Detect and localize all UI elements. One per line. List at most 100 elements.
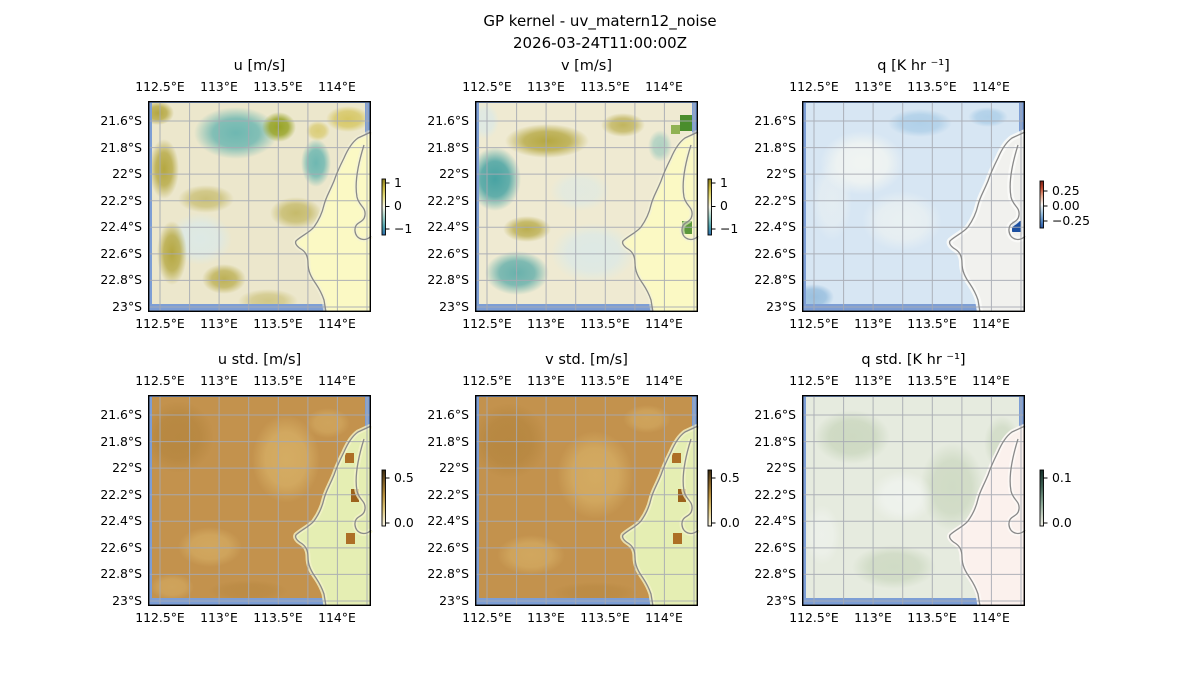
lat-tick-label: 22.2°S bbox=[427, 486, 469, 502]
panel-v-overlay: v [m/s] 112.5°E 113°E 113.5°E 114°E 112.5°E… bbox=[427, 58, 698, 331]
lon-tick-label: 112.5°E bbox=[789, 316, 839, 331]
panel-u-std-overlay: u std. [m/s] 112.5°E 113°E 113.5°E 114°E 11… bbox=[100, 352, 371, 625]
lat-tick-label: 22.6°S bbox=[100, 539, 142, 555]
lon-tick-label: 114°E bbox=[972, 610, 1010, 625]
lon-tick-label: 113°E bbox=[854, 79, 892, 94]
lon-tick-label: 113.5°E bbox=[580, 79, 630, 94]
lon-tick-label: 112.5°E bbox=[462, 79, 512, 94]
colorbar-tick-label: 1 bbox=[394, 175, 402, 190]
lat-tick-label: 22.2°S bbox=[754, 192, 796, 208]
lon-tick-label: 113°E bbox=[854, 316, 892, 331]
colorbar-tick-label: 0.0 bbox=[720, 515, 740, 530]
lon-tick-label: 113°E bbox=[527, 610, 565, 625]
lat-tick-label: 22.8°S bbox=[100, 566, 142, 582]
lon-tick-label: 114°E bbox=[318, 316, 356, 331]
lon-tick-label: 112.5°E bbox=[462, 610, 512, 625]
lon-tick-label: 112.5°E bbox=[462, 373, 512, 388]
lat-tick-label: 22.6°S bbox=[754, 245, 796, 261]
lon-tick-label: 112.5°E bbox=[135, 610, 185, 625]
lat-tick-label: 22.2°S bbox=[754, 486, 796, 502]
lat-tick-label: 22°S bbox=[766, 460, 796, 476]
lon-tick-label: 112.5°E bbox=[789, 79, 839, 94]
colorbar-tick-label: −0.25 bbox=[1052, 213, 1090, 228]
lon-tick-label: 113°E bbox=[527, 79, 565, 94]
lon-tick-label: 112.5°E bbox=[462, 316, 512, 331]
figure-suptitle-line1: GP kernel - uv_matern12_noise bbox=[483, 12, 717, 30]
colorbar-tick-label: 0.0 bbox=[394, 515, 414, 530]
lon-tick-label: 114°E bbox=[972, 79, 1010, 94]
panel-v-title: v [m/s] bbox=[560, 58, 613, 74]
map-panel-u-std bbox=[147, 395, 371, 606]
lon-tick-label: 113.5°E bbox=[253, 373, 303, 388]
lat-tick-label: 23°S bbox=[766, 299, 796, 314]
panel-v-std-title: v std. [m/s] bbox=[545, 352, 628, 368]
colorbar-q bbox=[1039, 180, 1048, 229]
colorbar-tick-label: −1 bbox=[720, 221, 739, 236]
lat-tick-label: 23°S bbox=[439, 593, 469, 608]
lon-tick-label: 113°E bbox=[200, 316, 238, 331]
lat-tick-label: 21.8°S bbox=[100, 433, 142, 449]
colorbar-tick-label: 0 bbox=[720, 198, 728, 213]
lat-tick-label: 22.2°S bbox=[100, 192, 142, 208]
lon-tick-label: 114°E bbox=[318, 79, 356, 94]
lon-tick-label: 113.5°E bbox=[253, 316, 303, 331]
colorbar-u-std bbox=[381, 469, 390, 527]
lon-tick-label: 112.5°E bbox=[135, 316, 185, 331]
colorbar-u bbox=[381, 178, 390, 236]
lat-tick-label: 21.8°S bbox=[754, 433, 796, 449]
lat-tick-label: 22.4°S bbox=[754, 219, 796, 235]
lon-tick-label: 112.5°E bbox=[135, 79, 185, 94]
lat-tick-label: 22°S bbox=[112, 460, 142, 476]
lat-tick-label: 22.8°S bbox=[100, 272, 142, 288]
lat-tick-label: 21.6°S bbox=[100, 113, 142, 128]
lat-tick-label: 21.6°S bbox=[427, 113, 469, 128]
lat-tick-label: 21.8°S bbox=[754, 139, 796, 155]
colorbar-v-std bbox=[707, 469, 716, 527]
lat-tick-label: 22.4°S bbox=[100, 219, 142, 235]
colorbar-v bbox=[707, 178, 716, 236]
lon-tick-label: 113°E bbox=[200, 610, 238, 625]
colorbar-tick-label: 0.5 bbox=[394, 470, 414, 485]
lon-tick-label: 113°E bbox=[200, 373, 238, 388]
lat-tick-label: 22.4°S bbox=[427, 513, 469, 529]
colorbar-tick-label: 0.25 bbox=[1052, 183, 1080, 198]
panel-v-std-overlay: v std. [m/s] 112.5°E 113°E 113.5°E 114°E 11… bbox=[427, 352, 698, 625]
lon-tick-label: 113.5°E bbox=[253, 610, 303, 625]
colorbar-tick-label: 0 bbox=[394, 198, 402, 213]
lon-tick-label: 113.5°E bbox=[907, 316, 957, 331]
lon-tick-label: 112.5°E bbox=[789, 610, 839, 625]
map-panel-v-std bbox=[475, 395, 698, 606]
colorbar-q-std bbox=[1039, 469, 1048, 527]
lat-tick-label: 21.6°S bbox=[754, 113, 796, 128]
map-panel-q-std bbox=[802, 395, 1025, 606]
lon-tick-label: 113°E bbox=[854, 373, 892, 388]
lat-tick-label: 21.6°S bbox=[427, 407, 469, 422]
lat-tick-label: 22.6°S bbox=[427, 245, 469, 261]
lon-tick-label: 113.5°E bbox=[580, 373, 630, 388]
lat-tick-label: 22°S bbox=[439, 460, 469, 476]
lat-tick-label: 22.6°S bbox=[754, 539, 796, 555]
colorbar-tick-label: 0.1 bbox=[1052, 470, 1072, 485]
colorbar-tick-label: −1 bbox=[394, 221, 413, 236]
lat-tick-label: 21.6°S bbox=[100, 407, 142, 422]
lon-tick-label: 113°E bbox=[200, 79, 238, 94]
lon-tick-label: 113.5°E bbox=[907, 610, 957, 625]
lon-tick-label: 113°E bbox=[854, 610, 892, 625]
map-panel-u bbox=[147, 100, 371, 313]
lat-tick-label: 23°S bbox=[766, 593, 796, 608]
lon-tick-label: 114°E bbox=[645, 316, 683, 331]
lat-tick-label: 22.4°S bbox=[100, 513, 142, 529]
lat-tick-label: 22.8°S bbox=[427, 566, 469, 582]
lat-tick-label: 22.6°S bbox=[100, 245, 142, 261]
panel-q-overlay: q [K hr ⁻¹] 112.5°E 113°E 113.5°E 114°E 112… bbox=[754, 58, 1025, 331]
lat-tick-label: 22.8°S bbox=[754, 566, 796, 582]
lon-tick-label: 113.5°E bbox=[580, 316, 630, 331]
lat-tick-label: 22.8°S bbox=[754, 272, 796, 288]
lat-tick-label: 23°S bbox=[112, 593, 142, 608]
lon-tick-label: 114°E bbox=[972, 316, 1010, 331]
lon-tick-label: 112.5°E bbox=[135, 373, 185, 388]
lon-tick-label: 114°E bbox=[318, 610, 356, 625]
lat-tick-label: 22.2°S bbox=[100, 486, 142, 502]
lat-tick-label: 23°S bbox=[112, 299, 142, 314]
